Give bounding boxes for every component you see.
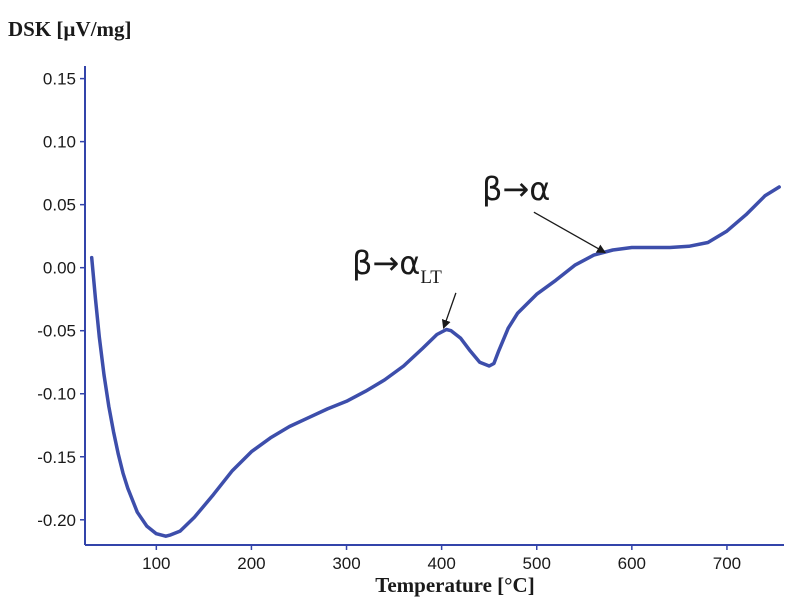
x-tick-label: 300 [332, 554, 360, 573]
annotation-arrow [441, 292, 457, 330]
y-tick-label: -0.05 [37, 322, 76, 341]
annotations: β→αLT β→α [352, 170, 607, 330]
x-tick-label: 500 [523, 554, 551, 573]
y-tick-label: -0.20 [37, 511, 76, 530]
x-tick-label: 600 [618, 554, 646, 573]
y-axis-title: DSK [µV/mg] [8, 17, 132, 41]
annotation-arrow [533, 211, 607, 254]
y-tick-label: -0.10 [37, 385, 76, 404]
annotation-label: β→αLT [352, 244, 442, 288]
y-tick-label: 0.05 [43, 196, 76, 215]
y-tick-label: 0.00 [43, 259, 76, 278]
y-tick-label: 0.10 [43, 133, 76, 152]
x-tick-label: 400 [427, 554, 455, 573]
x-axis-title: Temperature [°C] [375, 573, 534, 597]
x-axis-ticks: 100 200 300 400 500 600 700 [142, 545, 741, 573]
y-tick-label: 0.15 [43, 70, 76, 89]
x-tick-label: 700 [713, 554, 741, 573]
x-tick-label: 200 [237, 554, 265, 573]
annotation-label: β→α [482, 170, 550, 208]
x-tick-label: 100 [142, 554, 170, 573]
series-line-dsk [89, 185, 781, 538]
y-axis-ticks: -0.20 -0.15 -0.10 -0.05 0.00 0.05 0.10 0.15 [37, 70, 85, 530]
y-tick-label: -0.15 [37, 448, 76, 467]
annotation-subscript: LT [420, 267, 442, 288]
